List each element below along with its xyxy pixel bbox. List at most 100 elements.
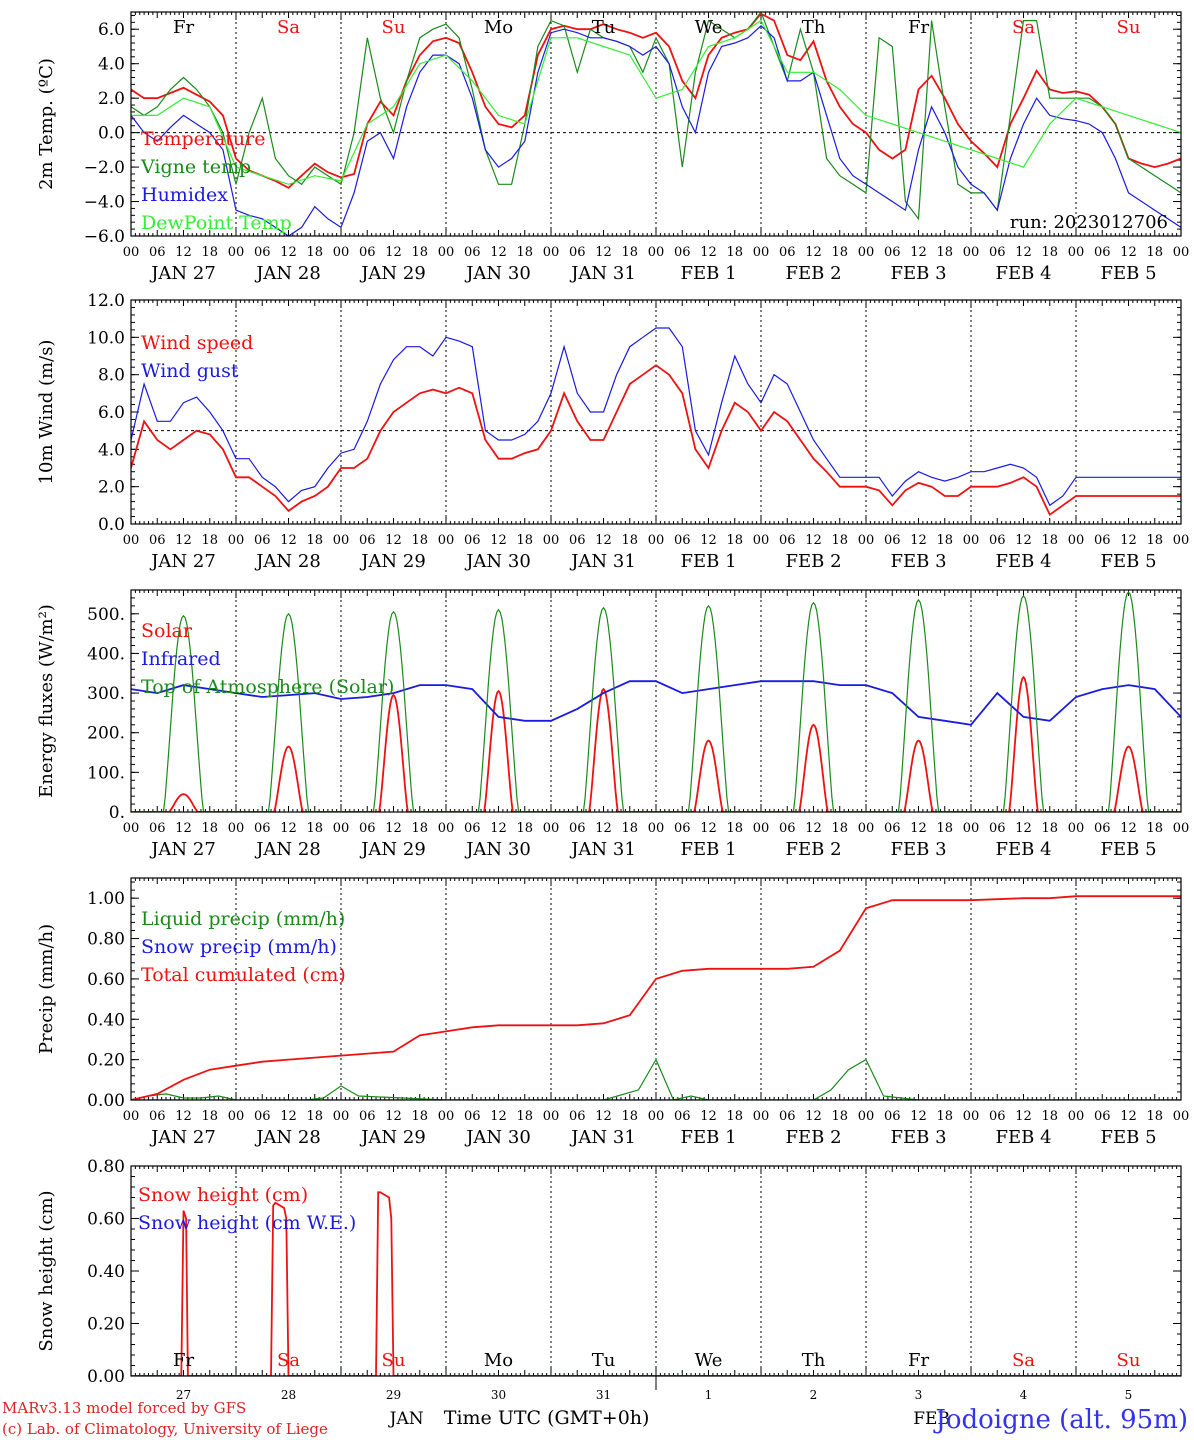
hour-tick-label: 00 bbox=[438, 821, 455, 836]
date-label: FEB 5 bbox=[1100, 839, 1156, 860]
hour-tick-label: 12 bbox=[910, 1109, 927, 1124]
hour-tick-label: 06 bbox=[254, 245, 271, 260]
hour-tick-label: 00 bbox=[543, 1109, 560, 1124]
hour-tick-label: 06 bbox=[569, 533, 586, 548]
y-tick-label: 0.20 bbox=[87, 1051, 125, 1071]
weekday-label: Sa bbox=[1012, 17, 1035, 38]
hour-tick-label: 00 bbox=[1173, 533, 1190, 548]
date-label: FEB 3 bbox=[890, 839, 946, 860]
hour-tick-label: 12 bbox=[385, 821, 402, 836]
hour-tick-label: 12 bbox=[1015, 533, 1032, 548]
hour-tick-label: 06 bbox=[884, 821, 901, 836]
weekday-label: We bbox=[695, 17, 723, 38]
series-line-infrared bbox=[131, 680, 1181, 726]
plot-frame bbox=[130, 877, 1182, 1101]
day-number-label: 29 bbox=[386, 1388, 401, 1402]
hour-tick-label: 00 bbox=[228, 821, 245, 836]
hour-tick-label: 00 bbox=[228, 245, 245, 260]
hour-tick-label: 12 bbox=[175, 1109, 192, 1124]
hour-tick-label: 18 bbox=[621, 533, 638, 548]
hour-tick-label: 00 bbox=[1068, 821, 1085, 836]
hour-tick-label: 18 bbox=[936, 1109, 953, 1124]
y-tick-label: 200. bbox=[87, 724, 125, 744]
legend-entry: Total cumulated (cm) bbox=[141, 964, 346, 986]
hour-tick-label: 00 bbox=[1173, 245, 1190, 260]
hour-tick-label: 12 bbox=[910, 533, 927, 548]
hour-tick-label: 12 bbox=[175, 533, 192, 548]
footer-model-credit: MARv3.13 model forced by GFS bbox=[2, 1399, 246, 1417]
date-label: JAN 28 bbox=[254, 263, 321, 284]
hour-tick-label: 06 bbox=[464, 821, 481, 836]
y-tick-label: 0.60 bbox=[87, 970, 125, 990]
hour-tick-label: 18 bbox=[726, 821, 743, 836]
hour-tick-label: 18 bbox=[936, 533, 953, 548]
hour-tick-label: 12 bbox=[1015, 821, 1032, 836]
hour-tick-label: 06 bbox=[359, 245, 376, 260]
date-label: FEB 2 bbox=[785, 263, 841, 284]
weekday-label: Sa bbox=[277, 1350, 300, 1371]
y-tick-label: 4.0 bbox=[98, 440, 125, 460]
date-label: JAN 31 bbox=[569, 839, 636, 860]
date-label: FEB 2 bbox=[785, 1127, 841, 1148]
date-label: FEB 5 bbox=[1100, 1127, 1156, 1148]
series-line-liquid-precip-mm-h- bbox=[131, 1058, 1181, 1100]
hour-tick-label: 00 bbox=[1068, 533, 1085, 548]
hour-tick-label: 12 bbox=[1120, 821, 1137, 836]
date-label: JAN 30 bbox=[464, 839, 531, 860]
hour-tick-label: 06 bbox=[674, 1109, 691, 1124]
hour-tick-label: 18 bbox=[831, 533, 848, 548]
hour-tick-label: 00 bbox=[753, 533, 770, 548]
legend-entry: Top of Atmosphere (Solar) bbox=[141, 676, 394, 698]
y-tick-label: 0.80 bbox=[87, 930, 125, 950]
plot-area bbox=[131, 1191, 1181, 1376]
y-tick-label: 6.0 bbox=[98, 403, 125, 423]
y-tick-label: 10.0 bbox=[87, 328, 125, 348]
day-number-label: 27 bbox=[176, 1388, 191, 1402]
hour-tick-label: 18 bbox=[516, 821, 533, 836]
hour-tick-label: 06 bbox=[1094, 245, 1111, 260]
hour-tick-label: 12 bbox=[280, 533, 297, 548]
hour-tick-label: 00 bbox=[858, 533, 875, 548]
legend-entry: Liquid precip (mm/h) bbox=[141, 908, 345, 930]
footer: MARv3.13 model forced by GFS (c) Lab. of… bbox=[2, 1399, 1188, 1438]
hour-tick-label: 00 bbox=[1068, 1109, 1085, 1124]
hour-tick-label: 00 bbox=[963, 245, 980, 260]
y-tick-label: 0.20 bbox=[87, 1315, 125, 1335]
hour-tick-label: 00 bbox=[123, 821, 140, 836]
day-number-label: 5 bbox=[1125, 1388, 1133, 1402]
hour-tick-label: 18 bbox=[1041, 821, 1058, 836]
weekday-label: Fr bbox=[173, 17, 194, 38]
hour-tick-label: 06 bbox=[464, 1109, 481, 1124]
date-label: JAN 27 bbox=[149, 551, 216, 572]
hour-tick-label: 18 bbox=[306, 821, 323, 836]
hour-tick-label: 18 bbox=[936, 821, 953, 836]
hour-tick-label: 00 bbox=[753, 1109, 770, 1124]
hour-tick-label: 12 bbox=[805, 245, 822, 260]
hour-tick-label: 00 bbox=[333, 533, 350, 548]
y-tick-label: −4.0 bbox=[84, 193, 125, 213]
date-label: FEB 2 bbox=[785, 839, 841, 860]
plot-frame bbox=[130, 299, 1182, 525]
hour-tick-label: 06 bbox=[1094, 533, 1111, 548]
date-label: JAN 31 bbox=[569, 1127, 636, 1148]
hour-tick-label: 00 bbox=[333, 1109, 350, 1124]
hour-tick-label: 18 bbox=[1146, 1109, 1163, 1124]
legend-entry: Wind gust bbox=[141, 360, 239, 382]
hour-tick-label: 00 bbox=[228, 533, 245, 548]
hour-tick-label: 06 bbox=[359, 821, 376, 836]
hour-tick-label: 18 bbox=[411, 245, 428, 260]
chart-panel-1: 6.0 4.0 2.0 0.0 −2.0 −4.0 −6.0 2m Temp. (ºC) Tem… bbox=[36, 11, 1190, 284]
legend-entry: Solar bbox=[141, 620, 193, 642]
hour-tick-label: 18 bbox=[621, 1109, 638, 1124]
hour-tick-label: 18 bbox=[726, 533, 743, 548]
legend-entry: Humidex bbox=[141, 184, 228, 206]
hour-tick-label: 00 bbox=[1173, 1109, 1190, 1124]
series-line-total-cumulated-cm- bbox=[131, 895, 1181, 1100]
hour-tick-label: 12 bbox=[805, 1109, 822, 1124]
weekday-label: Th bbox=[802, 1350, 826, 1371]
y-axis-label: Precip (mm/h) bbox=[36, 924, 57, 1054]
legend-entry: Vigne temp bbox=[140, 156, 251, 178]
plot-area bbox=[131, 895, 1181, 1100]
date-label: JAN 28 bbox=[254, 839, 321, 860]
y-tick-label: −6.0 bbox=[84, 227, 125, 247]
